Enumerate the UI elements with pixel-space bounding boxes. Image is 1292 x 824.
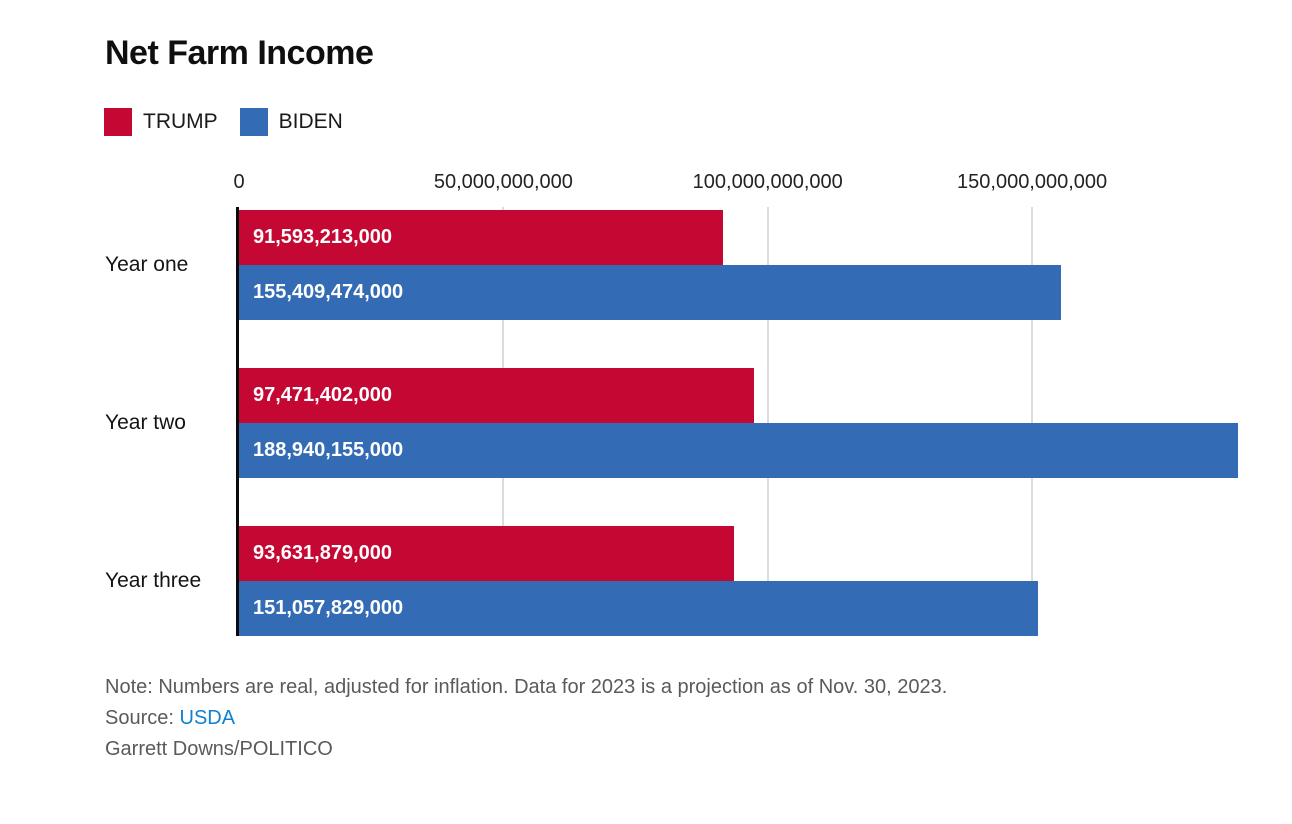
gridline-100000000000 <box>766 207 769 636</box>
legend-item-trump: TRUMP <box>104 108 218 136</box>
source-label: Source: <box>105 707 174 729</box>
bar-biden-year-two: 188,940,155,000 <box>239 423 1238 478</box>
bar-group-year-three: 93,631,879,000 151,057,829,000 Year three <box>105 526 1238 636</box>
bar-group-year-two: 97,471,402,000 188,940,155,000 Year two <box>105 368 1238 478</box>
source-line: Source: USDA <box>105 703 947 734</box>
bar-value-label: 93,631,879,000 <box>253 542 393 564</box>
chart-title: Net Farm Income <box>105 34 374 72</box>
legend-label-trump: TRUMP <box>143 110 218 133</box>
bar-biden-year-one: 155,409,474,000 <box>239 265 1061 320</box>
bar-trump-year-two: 97,471,402,000 <box>239 368 755 423</box>
bar-group-year-one: 91,593,213,000 155,409,474,000 Year one <box>105 210 1238 320</box>
legend-item-biden: BIDEN <box>239 108 343 136</box>
y-axis-line <box>236 207 239 636</box>
legend-label-biden: BIDEN <box>278 110 343 133</box>
bar-chart-plot-area: 0 50,000,000,000 100,000,000,000 150,000,00… <box>105 171 1238 636</box>
bar-biden-year-three: 151,057,829,000 <box>239 581 1038 636</box>
chart-footer: Note: Numbers are real, adjusted for inf… <box>105 672 947 765</box>
bar-trump-year-three: 93,631,879,000 <box>239 526 735 581</box>
legend: TRUMP BIDEN <box>104 108 365 136</box>
bar-value-label: 97,471,402,000 <box>253 384 393 406</box>
bar-value-label: 188,940,155,000 <box>253 439 404 461</box>
x-axis-tick-label: 100,000,000,000 <box>692 171 843 193</box>
bar-value-label: 151,057,829,000 <box>253 597 404 619</box>
biden-color-swatch <box>239 108 268 136</box>
credit-line: Garrett Downs/POLITICO <box>105 738 333 760</box>
category-label-year-two: Year two <box>105 411 186 434</box>
chart-note: Note: Numbers are real, adjusted for inf… <box>105 676 948 698</box>
category-label-year-three: Year three <box>105 569 202 592</box>
bar-value-label: 155,409,474,000 <box>253 281 404 303</box>
x-axis-tick-row: 0 50,000,000,000 100,000,000,000 150,000,00… <box>233 171 1238 201</box>
category-label-year-one: Year one <box>105 253 189 276</box>
usda-source-link[interactable]: USDA <box>179 707 236 729</box>
bar-trump-year-one: 91,593,213,000 <box>239 210 724 265</box>
gridline-150000000000 <box>1031 207 1034 636</box>
trump-color-swatch <box>104 108 132 136</box>
x-axis-tick-label: 150,000,000,000 <box>957 171 1108 193</box>
x-axis-tick-label: 0 <box>233 171 245 193</box>
x-axis-tick-label: 50,000,000,000 <box>433 171 573 193</box>
bar-value-label: 91,593,213,000 <box>253 226 393 248</box>
